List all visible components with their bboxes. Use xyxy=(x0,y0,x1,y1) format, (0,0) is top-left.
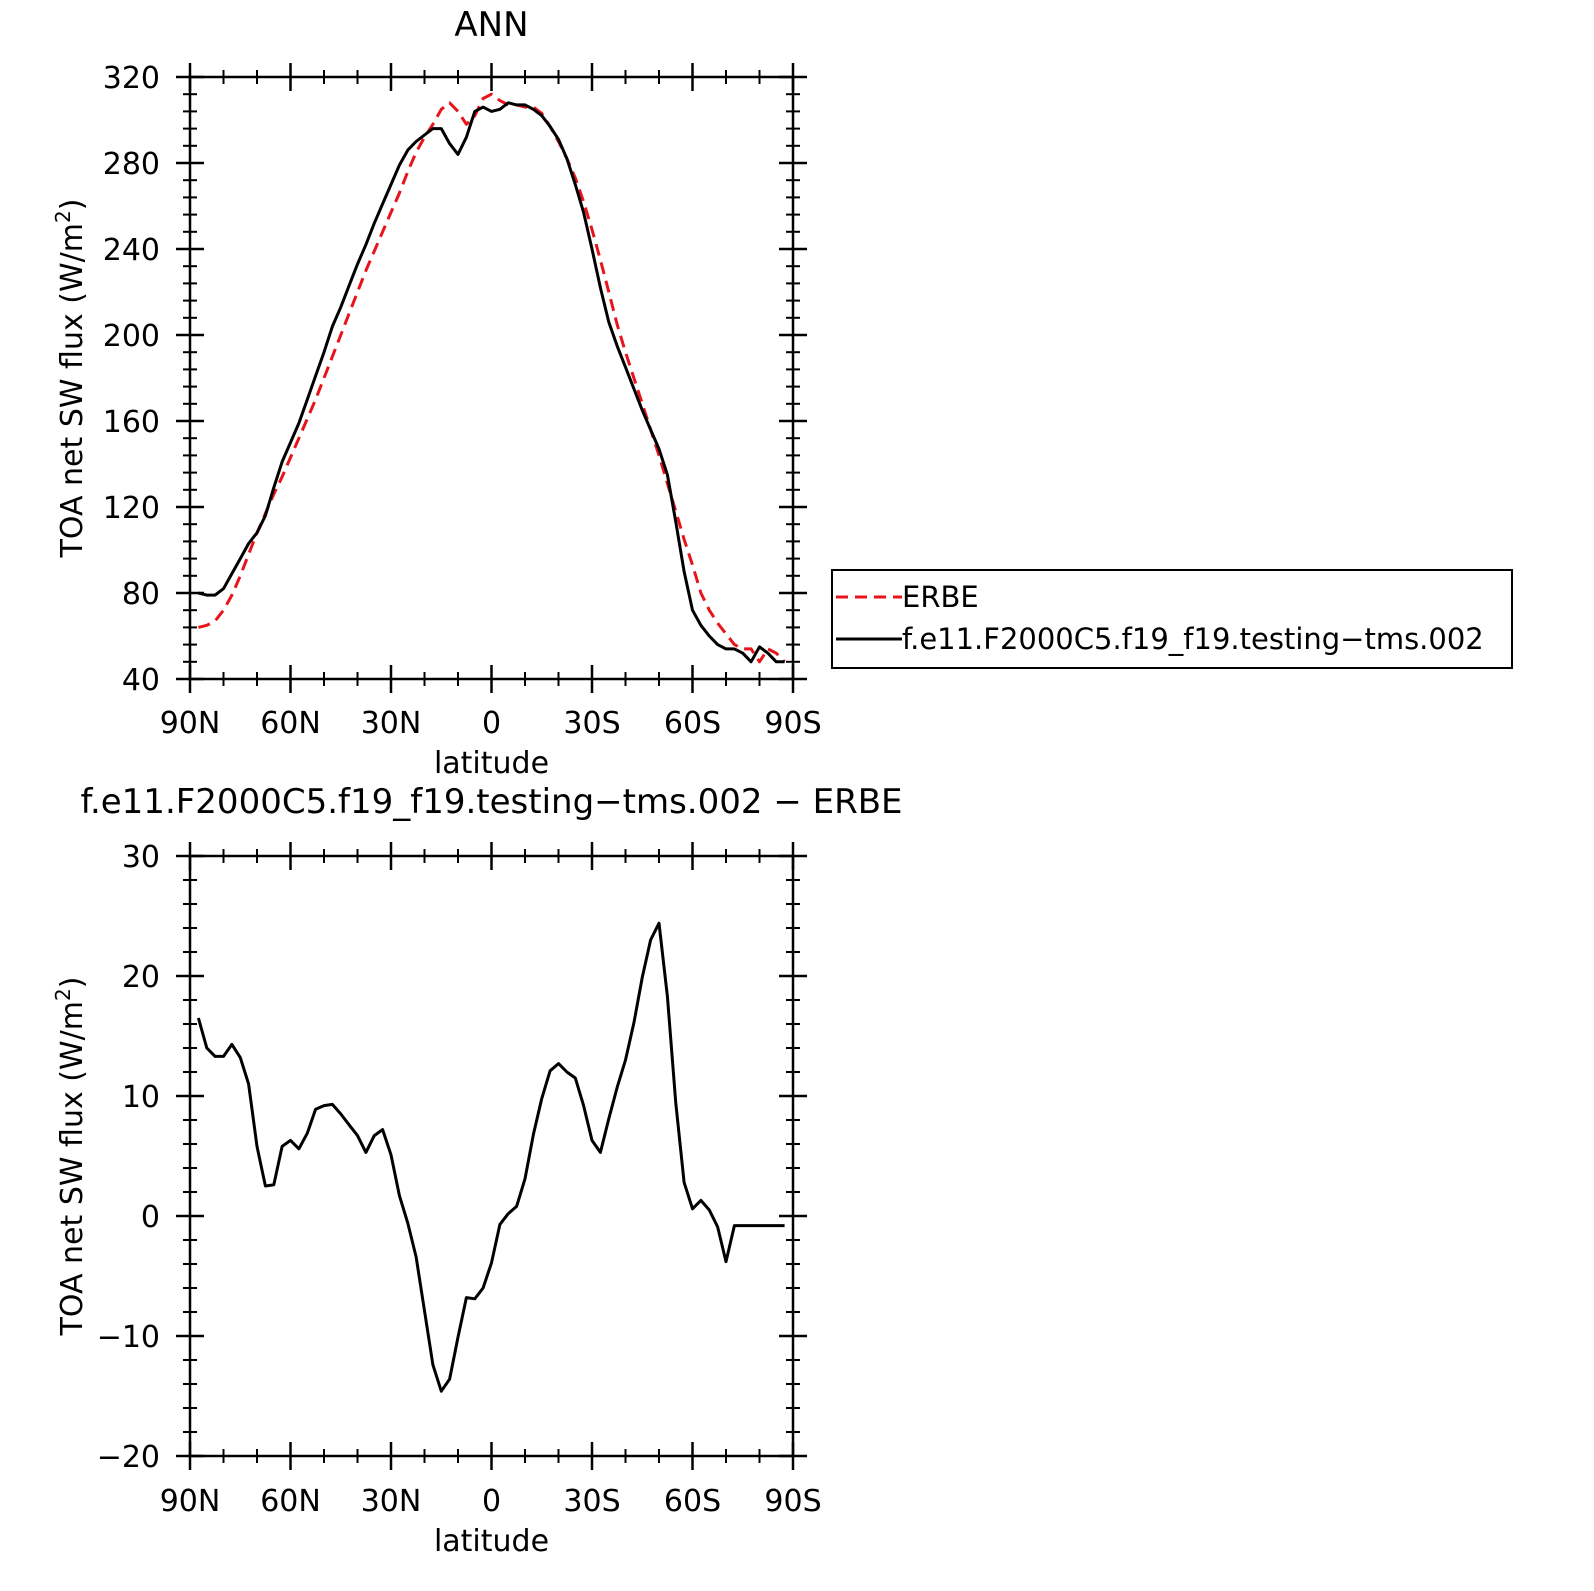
y-tick-label: 160 xyxy=(103,405,160,440)
y-axis-label-superscript: 2 xyxy=(51,988,75,1001)
y-tick-label: −20 xyxy=(97,1440,160,1475)
legend: ERBE f.e11.F2000C5.f19_f19.testing−tms.00… xyxy=(831,569,1513,669)
plot-frame xyxy=(188,75,795,681)
x-tick-label: 90N xyxy=(160,1484,221,1519)
x-tick-label: 30N xyxy=(361,1484,422,1519)
x-axis-label: latitude xyxy=(434,1524,549,1559)
legend-label-2: f.e11.F2000C5.f19_f19.testing−tms.002 xyxy=(902,622,1484,656)
y-axis-label-main: TOA net SW flux (W/m xyxy=(55,1001,90,1336)
y-tick-label: 20 xyxy=(122,960,160,995)
x-tick-label: 90S xyxy=(764,706,821,741)
series-line-erbe xyxy=(198,92,786,664)
x-tick-label: 90N xyxy=(160,706,221,741)
y-tick-label: 200 xyxy=(103,319,160,354)
x-tick-label: 60S xyxy=(664,1484,721,1519)
y-axis-label: TOA net SW flux (W/m2) xyxy=(51,199,90,559)
y-axis-label-close: ) xyxy=(55,977,90,989)
y-tick-label: −10 xyxy=(97,1320,160,1355)
x-tick-label: 30S xyxy=(563,1484,620,1519)
x-tick-label: 60N xyxy=(260,706,321,741)
x-tick-label: 0 xyxy=(482,706,501,741)
legend-box xyxy=(831,569,1513,669)
series-line-f-e11-f2000c5-f19-f19-testing-tms-002 xyxy=(198,101,785,664)
y-tick-label: 10 xyxy=(122,1080,160,1115)
x-tick-label: 30N xyxy=(361,706,422,741)
x-tick-label: 90S xyxy=(764,1484,821,1519)
chart-title: f.e11.F2000C5.f19_f19.testing−tms.002 − … xyxy=(80,782,902,822)
y-tick-label: 320 xyxy=(103,61,160,96)
x-tick-label: 30S xyxy=(563,706,620,741)
x-tick-label: 60N xyxy=(260,1484,321,1519)
y-tick-label: 30 xyxy=(122,840,160,875)
x-tick-label: 60S xyxy=(664,706,721,741)
y-axis-label: TOA net SW flux (W/m2) xyxy=(51,977,90,1337)
y-axis-label-superscript: 2 xyxy=(51,210,75,223)
x-axis-label: latitude xyxy=(434,746,549,781)
chart-panel-1: ANN 40 80 120 160 200 240 280 320 90N 60N 30N 0 30S 60… xyxy=(51,5,1513,781)
legend-label-1: ERBE xyxy=(902,580,979,614)
chart-title: ANN xyxy=(454,5,528,45)
y-axis-label-close: ) xyxy=(55,199,90,211)
series-line-difference xyxy=(196,921,785,1393)
y-tick-label: 80 xyxy=(122,577,160,612)
y-tick-label: 120 xyxy=(103,491,160,526)
y-tick-label: 40 xyxy=(122,663,160,698)
y-axis-label-main: TOA net SW flux (W/m xyxy=(55,223,90,558)
chart-panel-2: f.e11.F2000C5.f19_f19.testing−tms.002 − … xyxy=(51,782,903,1559)
y-tick-label: 240 xyxy=(103,233,160,268)
x-tick-label: 0 xyxy=(482,1484,501,1519)
y-tick-label: 0 xyxy=(141,1200,160,1235)
y-tick-label: 280 xyxy=(103,147,160,182)
